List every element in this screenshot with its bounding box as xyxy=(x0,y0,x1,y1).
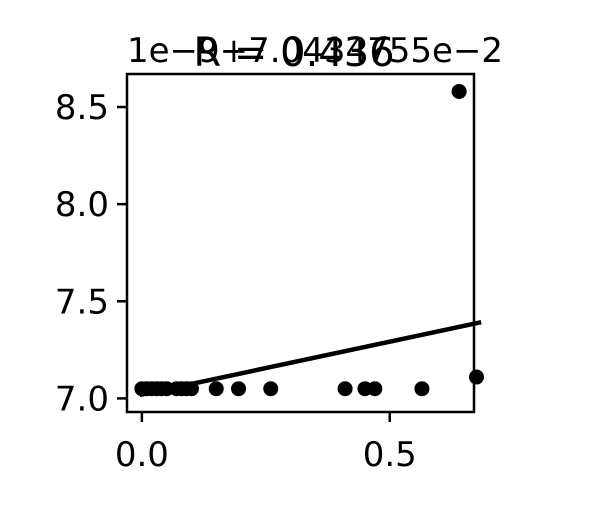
data-points xyxy=(134,83,484,397)
data-point xyxy=(263,381,279,397)
x-tick-label: 0.5 xyxy=(363,435,417,475)
y-tick-label: 8.0 xyxy=(55,185,109,225)
data-point xyxy=(231,381,247,397)
data-point xyxy=(208,381,224,397)
y-tick-label: 8.5 xyxy=(55,88,109,128)
y-axis-ticks: 7.0 7.5 8.0 8.5 xyxy=(55,88,127,419)
x-axis-ticks: 0.0 0.5 xyxy=(115,412,417,475)
data-point xyxy=(414,381,430,397)
data-point xyxy=(367,381,383,397)
x-tick-label: 0.0 xyxy=(115,435,169,475)
plot-frame xyxy=(125,72,476,414)
data-point xyxy=(468,369,484,385)
chart-title: R = 0.436 xyxy=(193,30,394,76)
y-tick-label: 7.0 xyxy=(55,379,109,419)
data-point xyxy=(337,381,353,397)
offset-text: 1e−9+7.0434755e−2 xyxy=(127,31,503,71)
y-tick-label: 7.5 xyxy=(55,282,109,322)
data-point xyxy=(451,83,467,99)
data-point xyxy=(183,381,199,397)
regression-line xyxy=(139,319,482,398)
regression-line-group xyxy=(139,319,482,398)
